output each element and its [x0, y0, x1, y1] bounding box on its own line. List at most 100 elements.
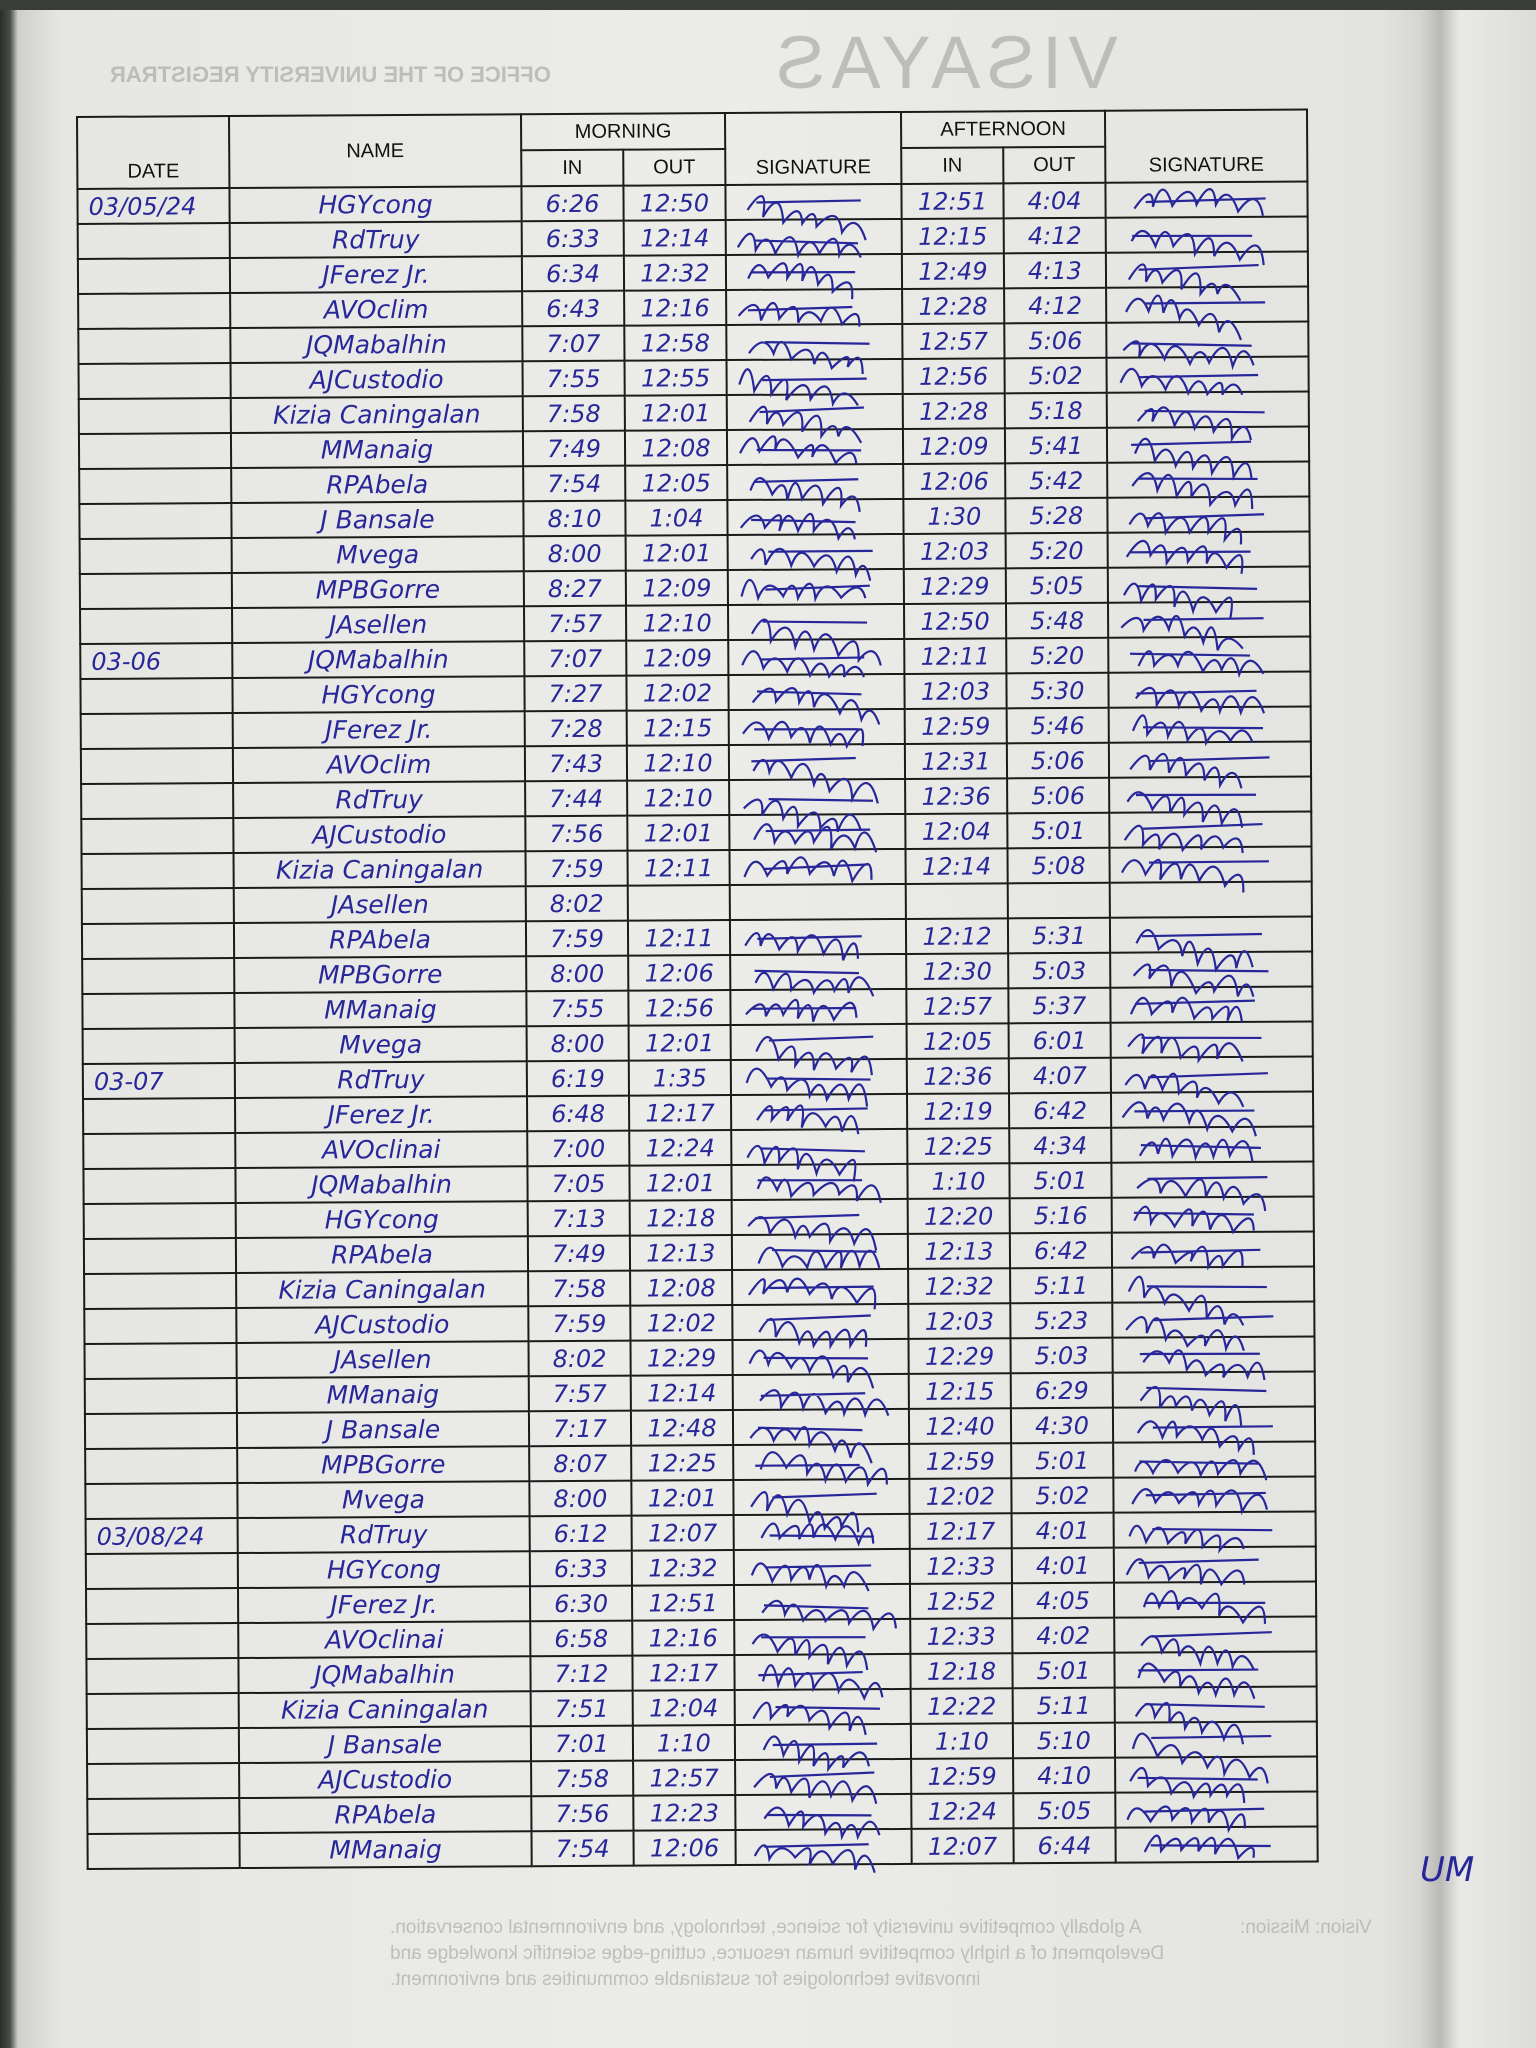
- afternoon-signature-cell: [1115, 1791, 1318, 1834]
- morning-signature-cell: [729, 848, 906, 886]
- date-cell: [83, 1098, 236, 1134]
- afternoon-out-cell: 6:29: [1010, 1372, 1113, 1409]
- date-cell: 03-06: [80, 643, 233, 679]
- table-row: MManaig 7:57 12:14 12:15 6:29: [84, 1371, 1315, 1426]
- afternoon-in-cell: 12:03: [904, 673, 1007, 709]
- afternoon-in-cell: 12:03: [908, 1303, 1011, 1339]
- name-cell: RdTruy: [234, 1061, 527, 1099]
- signature-scribble: [1137, 1662, 1259, 1700]
- morning-signature-cell: [728, 743, 906, 804]
- name-cell: AVOclim: [230, 291, 523, 329]
- afternoon-in-cell: 12:28: [902, 288, 1005, 324]
- signature-scribble: [740, 578, 870, 603]
- date-cell: [81, 783, 234, 819]
- name-cell: MPBGorre: [231, 571, 525, 609]
- signature-scribble: [1133, 188, 1266, 216]
- column-header-afternoon-out: OUT: [1003, 146, 1106, 184]
- afternoon-signature-cell: [1109, 776, 1312, 828]
- afternoon-signature-cell: [1111, 1126, 1314, 1163]
- morning-signature-cell: [731, 1163, 908, 1204]
- signature-scribble: [1131, 714, 1264, 747]
- name-cell: HGYcong: [237, 1551, 530, 1589]
- morning-signature-cell: [726, 428, 904, 466]
- bleed-through-vision-mission: A globally competitive university for sc…: [390, 1917, 1165, 1990]
- signature-scribble: [748, 1349, 875, 1389]
- afternoon-signature-cell: [1110, 1021, 1313, 1064]
- afternoon-in-cell: 12:14: [905, 848, 1008, 884]
- column-header-date: DATE: [77, 116, 230, 189]
- afternoon-signature-cell: [1109, 881, 1312, 918]
- afternoon-signature-cell: [1106, 321, 1309, 371]
- date-cell: [85, 1588, 239, 1624]
- signature-scribble: [750, 1562, 872, 1592]
- morning-out-cell: 12:17: [632, 1655, 735, 1691]
- afternoon-signature-cell: [1107, 461, 1310, 509]
- date-cell: [79, 468, 232, 504]
- bleed-through-university-logo-text: VISAYAS: [770, 21, 1118, 104]
- afternoon-out-cell: 5:01: [1009, 1162, 1112, 1199]
- table-row: Kizia Caningalan 7:58 12:01 12:28 5:18: [78, 391, 1309, 444]
- afternoon-in-cell: 12:15: [908, 1373, 1011, 1409]
- morning-out-cell: 12:04: [632, 1690, 735, 1726]
- morning-out-cell: 1:10: [632, 1725, 736, 1761]
- afternoon-in-cell: 12:05: [906, 1023, 1009, 1059]
- signature-scribble: [1131, 1732, 1272, 1784]
- morning-signature-cell: [727, 533, 904, 581]
- morning-signature-cell: [735, 1758, 912, 1804]
- afternoon-in-cell: 12:30: [906, 953, 1009, 989]
- table-row: Kizia Caningalan 7:59 12:11 12:14 5:08: [81, 846, 1312, 893]
- morning-out-cell: 12:23: [633, 1795, 736, 1831]
- table-row: RPAbela 7:56 12:23 12:24 5:05: [87, 1791, 1318, 1841]
- date-cell: [83, 1168, 236, 1204]
- morning-in-cell: 7:12: [530, 1655, 633, 1692]
- afternoon-signature-cell: [1110, 1091, 1314, 1137]
- date-cell: [81, 888, 234, 924]
- photo-background-edge: [0, 0, 1536, 10]
- morning-signature-cell: [725, 218, 902, 260]
- signature-scribble: [1124, 1072, 1268, 1108]
- signature-scribble: [745, 1067, 871, 1107]
- signature-scribble: [748, 341, 870, 374]
- afternoon-signature-cell: [1106, 391, 1309, 443]
- morning-signature-cell: [732, 1338, 909, 1389]
- afternoon-out-cell: 4:07: [1008, 1057, 1111, 1094]
- morning-signature-cell: [732, 1373, 909, 1419]
- afternoon-in-cell: 12:57: [902, 323, 1005, 359]
- signature-scribble: [1127, 1033, 1262, 1064]
- morning-in-cell: 6:26: [521, 185, 624, 222]
- afternoon-signature-cell: [1109, 846, 1312, 893]
- afternoon-signature-cell: [1111, 1231, 1315, 1271]
- afternoon-out-cell: 5:02: [1011, 1477, 1114, 1514]
- table-row: HGYcong 6:33 12:32 12:33 4:01: [85, 1546, 1316, 1592]
- table-row: HGYcong 7:13 12:18 12:20 5:16: [83, 1196, 1314, 1251]
- morning-in-cell: 7:59: [528, 1305, 631, 1342]
- signature-scribble: [751, 687, 881, 725]
- signature-scribble: [1129, 1766, 1258, 1804]
- morning-in-cell: 7:59: [525, 850, 628, 887]
- morning-out-cell: 12:02: [630, 1305, 733, 1341]
- afternoon-out-cell: 5:03: [1010, 1337, 1113, 1374]
- afternoon-in-cell: 12:40: [908, 1408, 1012, 1444]
- name-cell: RPAbela: [239, 1796, 532, 1834]
- morning-signature-cell: [733, 1478, 910, 1533]
- morning-in-cell: 7:57: [528, 1375, 631, 1412]
- afternoon-signature-cell: [1108, 741, 1312, 789]
- signature-scribble: [756, 1176, 882, 1204]
- signature-scribble: [1130, 1243, 1261, 1271]
- signature-scribble: [744, 931, 862, 961]
- morning-out-cell: 12:29: [630, 1340, 733, 1376]
- afternoon-in-cell: 12:06: [903, 463, 1006, 499]
- afternoon-out-cell: 5:46: [1006, 707, 1109, 744]
- signature-scribble: [762, 1735, 878, 1773]
- signature-scribble: [746, 1144, 865, 1182]
- morning-out-cell: 12:24: [629, 1130, 732, 1166]
- morning-out-cell: 12:01: [627, 815, 730, 851]
- morning-in-cell: 6:19: [526, 1060, 629, 1097]
- morning-signature-cell: [728, 708, 905, 750]
- signature-scribble: [737, 301, 861, 327]
- afternoon-signature-cell: [1108, 636, 1311, 679]
- signature-scribble: [758, 1664, 884, 1702]
- date-cell: [82, 958, 235, 994]
- morning-in-cell: 8:00: [526, 955, 629, 992]
- afternoon-out-cell: 4:12: [1004, 287, 1107, 324]
